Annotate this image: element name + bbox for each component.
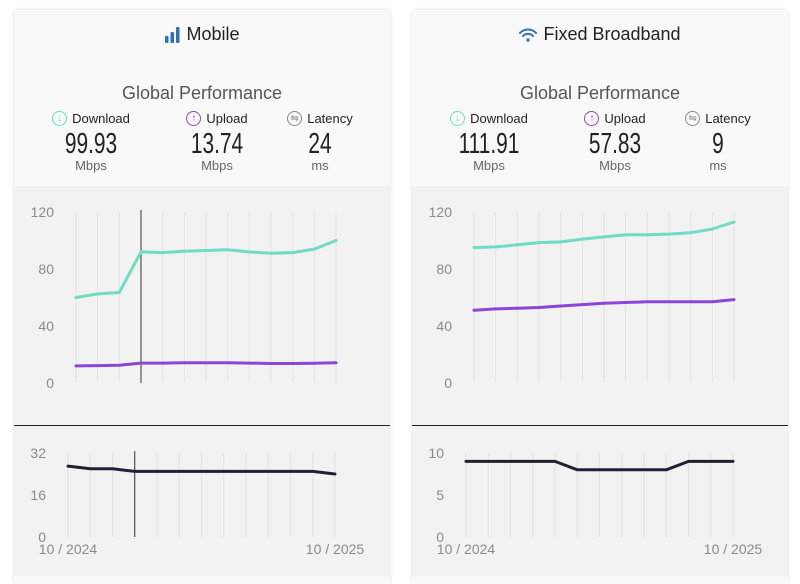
metric-unit: Mbps — [473, 158, 505, 173]
mobile-panel: Mobile Global Performance ↓ Download 99.9… — [14, 10, 390, 584]
speed-chart[interactable]: 0 40 80 120 — [14, 186, 390, 425]
panel-header: Fixed Broadband Global Performance ↓ Down… — [412, 10, 788, 186]
x-tick-label: 10 / 2024 — [437, 541, 496, 557]
metric-value: 9 — [712, 128, 724, 160]
x-tick-label: 10 / 2024 — [39, 541, 98, 557]
y-tick-label: 0 — [38, 529, 46, 545]
upload-series-line — [74, 361, 338, 368]
panel-title-text: Mobile — [186, 24, 240, 44]
y-tick-label: 32 — [30, 445, 46, 461]
metric-unit: Mbps — [599, 158, 631, 173]
panel-header: Mobile Global Performance ↓ Download 99.9… — [14, 10, 390, 186]
latency-metric: ⇋ Latency 9 ms — [663, 111, 773, 173]
metric-unit: Mbps — [201, 158, 233, 173]
speed-chart-svg[interactable]: 0 40 80 120 — [14, 186, 390, 425]
download-series-line — [472, 220, 736, 250]
download-arrow-icon: ↓ — [450, 111, 466, 126]
upload-series-line — [472, 298, 736, 312]
metric-unit: Mbps — [75, 158, 107, 173]
speed-chart[interactable]: 0 40 80 120 — [412, 186, 788, 425]
upload-arrow-icon: ↑ — [584, 111, 600, 126]
download-metric: ↓ Download 99.93 Mbps — [36, 111, 146, 173]
upload-arrow-icon: ↑ — [186, 111, 202, 126]
y-tick-label: 0 — [436, 529, 444, 545]
metric-unit: ms — [709, 158, 727, 173]
upload-metric: ↑ Upload 13.74 Mbps — [162, 111, 272, 173]
latency-arrows-icon: ⇋ — [685, 111, 701, 126]
metric-value: 24 — [308, 128, 332, 160]
divider — [412, 425, 788, 426]
metric-label: Upload — [206, 111, 248, 126]
latency-chart[interactable]: 0 5 10 10 / 2024 10 / 2025 — [412, 426, 788, 576]
metric-label: Latency — [705, 111, 751, 126]
global-performance-heading: Global Performance — [519, 83, 681, 103]
y-tick-label: 16 — [30, 487, 46, 503]
download-arrow-icon: ↓ — [52, 111, 68, 126]
y-tick-label: 10 — [428, 445, 444, 461]
y-tick-label: 80 — [436, 261, 452, 277]
x-tick-label: 10 / 2025 — [704, 541, 763, 557]
panel-title: Fixed Broadband — [412, 24, 788, 45]
latency-chart[interactable]: 0 16 32 10 / 2024 10 / 2025 — [14, 426, 390, 576]
latency-series-line — [464, 459, 735, 472]
metric-label: Download — [470, 111, 528, 126]
fixed-broadband-panel: Fixed Broadband Global Performance ↓ Down… — [412, 10, 788, 584]
y-tick-label: 80 — [38, 261, 54, 277]
latency-series-line — [66, 464, 337, 476]
metric-label: Latency — [307, 111, 353, 126]
metric-value: 13.74 — [190, 128, 244, 160]
y-tick-label: 0 — [46, 375, 54, 391]
y-tick-label: 40 — [38, 318, 54, 334]
metric-value: 99.93 — [64, 128, 118, 160]
y-tick-label: 120 — [31, 204, 55, 220]
download-series-line — [74, 239, 338, 299]
latency-arrows-icon: ⇋ — [287, 111, 303, 126]
y-tick-label: 120 — [429, 204, 453, 220]
download-metric: ↓ Download 111.91 Mbps — [434, 111, 544, 173]
cellular-signal-icon — [165, 26, 180, 43]
latency-chart-svg[interactable]: 0 16 32 10 / 2024 10 / 2025 — [14, 426, 390, 576]
y-tick-label: 0 — [444, 375, 452, 391]
panel-title-text: Fixed Broadband — [543, 24, 681, 44]
metric-label: Upload — [604, 111, 646, 126]
metric-label: Download — [72, 111, 130, 126]
metric-unit: ms — [311, 158, 329, 173]
upload-metric: ↑ Upload 57.83 Mbps — [560, 111, 670, 173]
y-tick-label: 40 — [436, 318, 452, 334]
wifi-icon — [519, 28, 538, 42]
global-performance-heading: Global Performance — [121, 83, 283, 103]
y-tick-label: 5 — [436, 487, 444, 503]
x-tick-label: 10 / 2025 — [306, 541, 365, 557]
speed-chart-svg[interactable]: 0 40 80 120 — [412, 186, 788, 425]
divider — [14, 425, 390, 426]
latency-metric: ⇋ Latency 24 ms — [265, 111, 375, 173]
metric-value: 57.83 — [588, 128, 642, 160]
panel-title: Mobile — [14, 24, 390, 45]
latency-chart-svg[interactable]: 0 5 10 10 / 2024 10 / 2025 — [412, 426, 788, 576]
metric-value: 111.91 — [458, 128, 520, 160]
